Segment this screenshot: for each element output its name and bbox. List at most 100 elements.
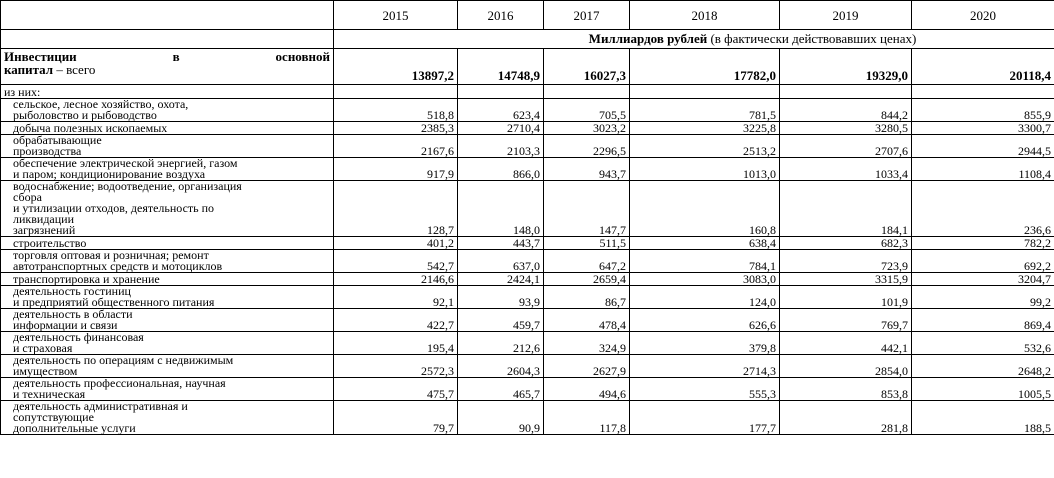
total-value: 19329,0 [779, 48, 912, 85]
row-label-line: производства [13, 144, 82, 158]
year-header: 2020 [911, 0, 1054, 30]
row-label-line: автотранспортных средств и мотоциклов [13, 259, 223, 273]
row-label-line: деятельность административная и [13, 400, 188, 413]
row-value: 518,8 [333, 98, 458, 122]
row-value: 2296,5 [543, 134, 630, 158]
row-value: 2424,1 [457, 272, 544, 286]
row-value: 422,7 [333, 308, 458, 332]
row-value: 379,8 [629, 331, 780, 355]
row-value: 478,4 [543, 308, 630, 332]
row-value: 3083,0 [629, 272, 780, 286]
header-empty-cell [0, 0, 334, 30]
row-value: 494,6 [543, 377, 630, 401]
total-value: 14748,9 [457, 48, 544, 85]
total-row: Инвестиции в основной капитал – всего 13… [0, 48, 1054, 85]
row-value: 3300,7 [911, 121, 1054, 135]
row-label-line: и техническая [13, 387, 86, 401]
row-label-line: и паром; кондиционирование воздуха [13, 167, 206, 181]
row-label-line: обеспечение электрической энергией, газо… [13, 157, 238, 170]
industry-rows: сельское, лесное хозяйство, охота, рыболо… [0, 98, 1054, 435]
row-value: 1005,5 [911, 377, 1054, 401]
row-value: 626,6 [629, 308, 780, 332]
row-label-line: транспортировка и хранение [13, 272, 160, 286]
table-row: деятельность гостиниц и предприятий общес… [0, 285, 1054, 309]
unit-caption: Миллиардов рублей (в фактически действов… [333, 29, 1054, 49]
row-value: 2707,6 [779, 134, 912, 158]
row-label-line: сельское, лесное хозяйство, охота, [13, 98, 189, 111]
table-row: деятельность в области информации и связи… [0, 308, 1054, 332]
table-row: торговля оптовая и розничная; ремонт авто… [0, 249, 1054, 273]
row-value: 782,2 [911, 236, 1054, 250]
row-label-line: деятельность гостиниц [13, 285, 131, 298]
row-label: деятельность административная и сопутству… [0, 400, 334, 435]
row-label: водоснабжение; водоотведение, организаци… [0, 180, 334, 237]
row-label-line: дополнительные услуги [13, 421, 136, 435]
row-value: 401,2 [333, 236, 458, 250]
row-label-line: ликвидации [13, 212, 75, 226]
row-value: 124,0 [629, 285, 780, 309]
total-label: Инвестиции в основной капитал – всего [0, 48, 334, 85]
unit-row: Миллиардов рублей (в фактически действов… [0, 29, 1054, 49]
row-value: 195,4 [333, 331, 458, 355]
row-value: 784,1 [629, 249, 780, 273]
sub-header-empty [333, 84, 458, 99]
row-value: 117,8 [543, 400, 630, 435]
total-label-word: основной [275, 49, 330, 64]
row-value: 475,7 [333, 377, 458, 401]
row-label-line: сопутствующие [13, 410, 94, 424]
row-value: 2714,3 [629, 354, 780, 378]
row-value: 855,9 [911, 98, 1054, 122]
row-value: 177,7 [629, 400, 780, 435]
row-value: 2167,6 [333, 134, 458, 158]
table-row: строительство 401,2 443,7 511,5 638,4 682,3 78… [0, 236, 1054, 250]
row-value: 443,7 [457, 236, 544, 250]
total-value: 17782,0 [629, 48, 780, 85]
row-value: 781,5 [629, 98, 780, 122]
row-value: 2659,4 [543, 272, 630, 286]
unit-caption-rest: (в фактически действовавших ценах) [707, 31, 917, 46]
table-row: транспортировка и хранение 2146,6 2424,1 26… [0, 272, 1054, 286]
year-header: 2015 [333, 0, 458, 30]
unit-empty-cell [0, 29, 334, 49]
sub-header-empty [911, 84, 1054, 99]
row-value: 532,6 [911, 331, 1054, 355]
table-row: водоснабжение; водоотведение, организаци… [0, 180, 1054, 237]
row-value: 637,0 [457, 249, 544, 273]
sub-header-empty [779, 84, 912, 99]
row-value: 128,7 [333, 180, 458, 237]
row-value: 99,2 [911, 285, 1054, 309]
row-label: деятельность финансовая и страховая [0, 331, 334, 355]
row-value: 869,4 [911, 308, 1054, 332]
row-value: 1033,4 [779, 157, 912, 181]
sub-header-empty [629, 84, 780, 99]
total-label-word: Инвестиции [4, 49, 77, 64]
row-value: 769,7 [779, 308, 912, 332]
total-value: 20118,4 [911, 48, 1054, 85]
row-value: 844,2 [779, 98, 912, 122]
row-value: 3023,2 [543, 121, 630, 135]
unit-caption-bold: Миллиардов рублей [588, 31, 708, 46]
row-value: 2944,5 [911, 134, 1054, 158]
sub-header-empty [457, 84, 544, 99]
sub-header-empty [543, 84, 630, 99]
row-value: 2710,4 [457, 121, 544, 135]
row-value: 90,9 [457, 400, 544, 435]
row-value: 188,5 [911, 400, 1054, 435]
row-value: 3280,5 [779, 121, 912, 135]
row-value: 647,2 [543, 249, 630, 273]
row-value: 638,4 [629, 236, 780, 250]
table-row: деятельность по операциям с недвижимым им… [0, 354, 1054, 378]
row-value: 692,2 [911, 249, 1054, 273]
row-value: 236,6 [911, 180, 1054, 237]
row-value: 459,7 [457, 308, 544, 332]
row-label-line: торговля оптовая и розничная; ремонт [13, 249, 209, 262]
row-value: 465,7 [457, 377, 544, 401]
row-label-line: добыча полезных ископаемых [13, 121, 168, 135]
table-row: деятельность административная и сопутству… [0, 400, 1054, 435]
row-value: 3204,7 [911, 272, 1054, 286]
table-row: обеспечение электрической энергией, газо… [0, 157, 1054, 181]
row-value: 1013,0 [629, 157, 780, 181]
row-value: 212,6 [457, 331, 544, 355]
row-value: 2103,3 [457, 134, 544, 158]
row-label-line: загрязнений [13, 223, 76, 237]
